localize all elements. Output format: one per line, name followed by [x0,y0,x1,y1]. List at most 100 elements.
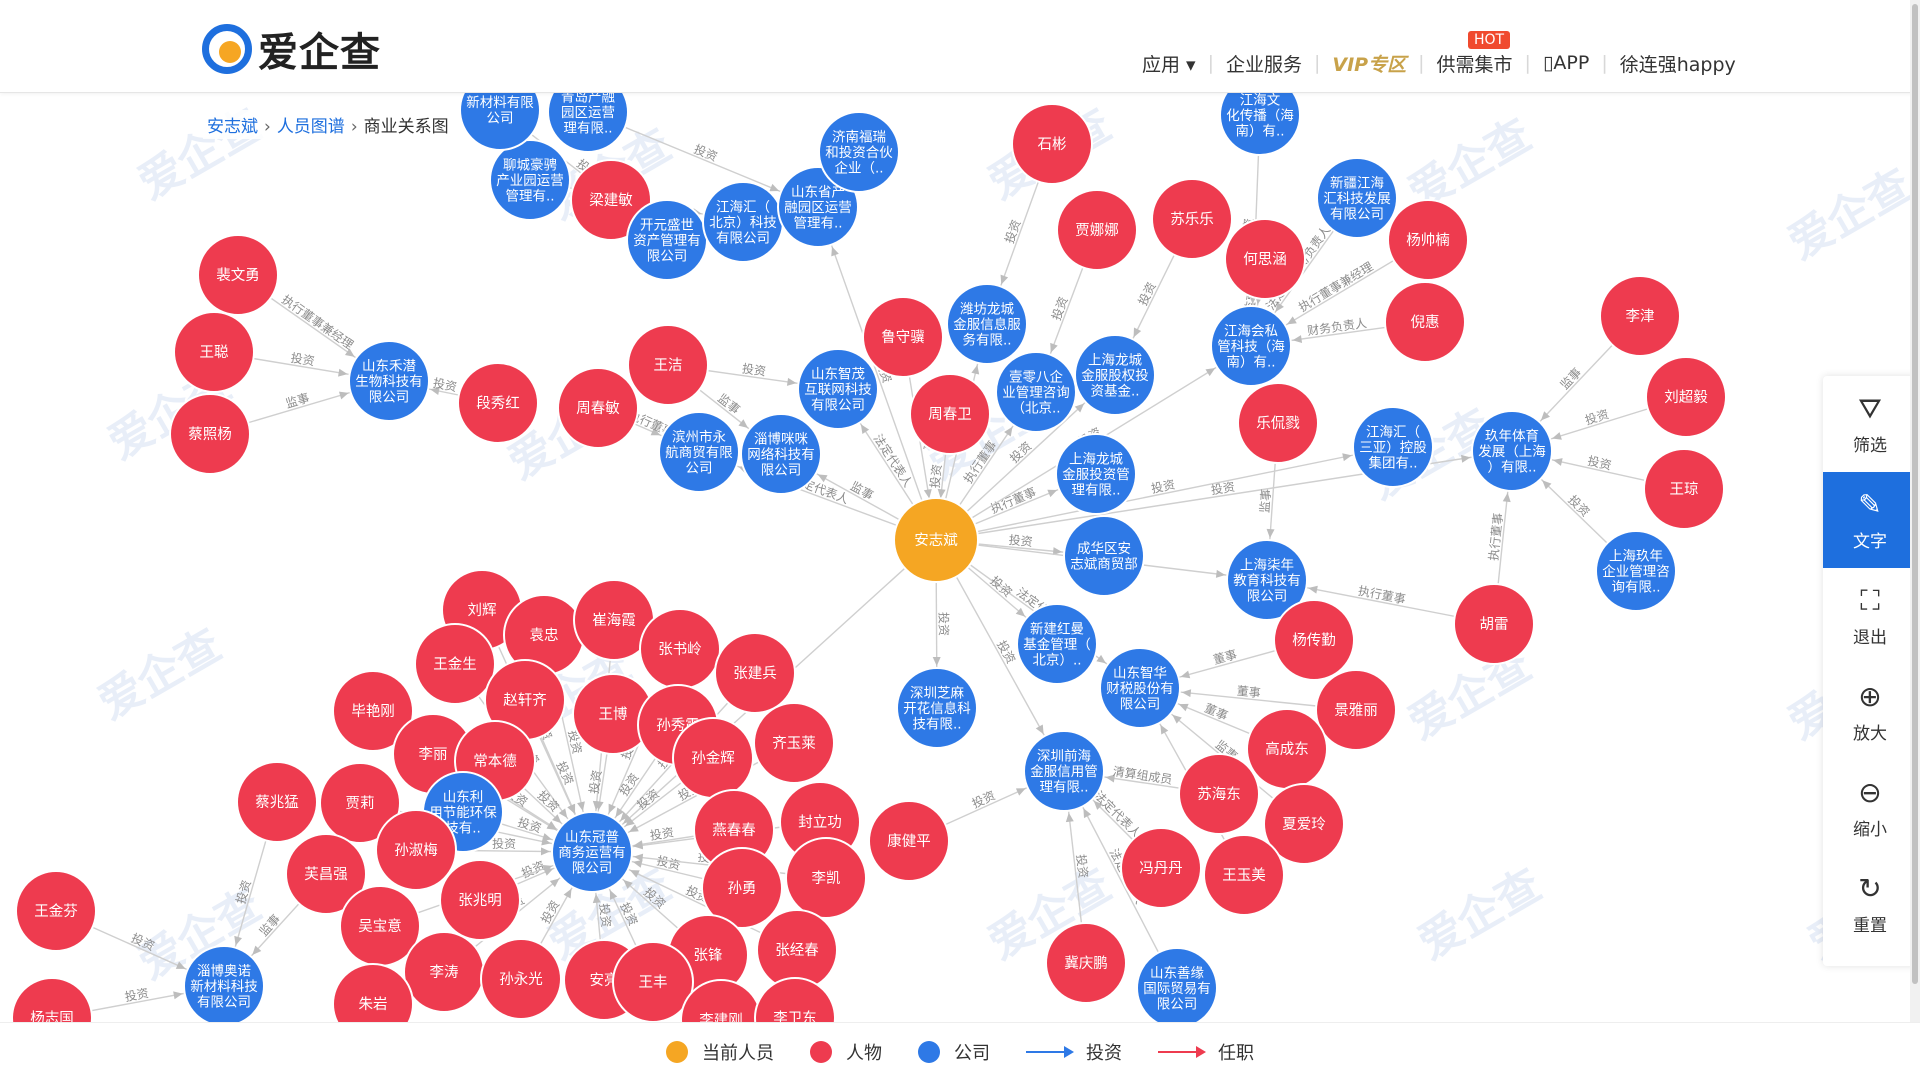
person-node[interactable]: 苏海东 [1178,753,1260,835]
zoom-out-button[interactable]: ⊖ 缩小 [1823,760,1917,856]
person-node[interactable]: 周春卫 [909,373,991,455]
person-node[interactable]: 景雅丽 [1315,669,1397,751]
person-node[interactable]: 贾莉 [319,762,401,844]
node-label: 深圳前海 [1037,747,1091,764]
person-node[interactable]: 刘超毅 [1645,356,1727,438]
person-node[interactable]: 杨传勤 [1273,599,1355,681]
nav-supply-market[interactable]: 供需集市 [1436,53,1513,76]
person-node[interactable]: 王金芬 [15,870,97,952]
nav-app[interactable]: ▯APP [1543,52,1589,74]
person-node[interactable]: 孙勇 [701,847,783,929]
current-person-node[interactable]: 安志斌 [893,497,979,583]
person-node[interactable]: 李津 [1599,275,1681,357]
person-node[interactable]: 王琼 [1643,448,1725,530]
person-node[interactable]: 高成东 [1246,708,1328,790]
person-node[interactable]: 张书岭 [639,608,721,690]
person-node[interactable]: 王金生 [414,623,496,705]
person-node[interactable]: 吴宝意 [339,885,421,967]
person-node[interactable]: 蔡兆猛 [236,761,318,843]
person-node[interactable]: 鲁守骥 [862,296,944,378]
person-node[interactable]: 芙昌强 [285,833,367,915]
person-node[interactable]: 孙永光 [480,938,562,1020]
person-node[interactable]: 蔡照杨 [169,393,251,475]
person-node[interactable]: 齐玉莱 [753,702,835,784]
person-node[interactable]: 李凯 [785,837,867,919]
person-node[interactable]: 石彬 [1011,103,1093,185]
person-node[interactable]: 苏乐乐 [1151,178,1233,260]
person-node[interactable]: 乐侃戮 [1237,382,1319,464]
nav-user-name[interactable]: 徐连强happy [1619,53,1736,76]
edge-label: 法定代表人 [1091,788,1144,841]
person-node[interactable]: 张建兵 [714,632,796,714]
person-node[interactable]: 李涛 [403,931,485,1013]
person-node[interactable]: 冀庆鹏 [1045,922,1127,1004]
nav-apps[interactable]: 应用 ▾ [1142,53,1196,76]
person-node[interactable]: 康健平 [868,800,950,882]
zoom-in-button[interactable]: ⊕ 放大 [1823,664,1917,760]
person-node[interactable]: 何思涵 [1224,218,1306,300]
person-node[interactable]: 夏爱玲 [1263,783,1345,865]
person-node[interactable]: 杨帅楠 [1387,199,1469,281]
person-node[interactable]: 王博 [572,673,654,755]
breadcrumb-person-graph[interactable]: 人员图谱 [276,117,345,137]
nav-enterprise-services[interactable]: 企业服务 [1225,53,1302,76]
person-node[interactable]: 孙金辉 [672,717,754,799]
person-node[interactable]: 贾娜娜 [1056,189,1138,271]
text-toggle-button[interactable]: ✎ 文字 [1823,472,1917,568]
person-node[interactable]: 王聪 [173,311,255,393]
person-node[interactable]: 段秀红 [457,362,539,444]
person-node[interactable]: 赵轩齐 [484,659,566,741]
person-node[interactable]: 王玉美 [1203,834,1285,916]
person-node[interactable]: 倪惠 [1384,281,1466,363]
zoom-out-icon: ⊖ [1858,775,1882,809]
person-node[interactable]: 王丰 [612,941,694,1023]
brand-logo[interactable]: 爱企查 [202,20,381,78]
filter-button[interactable]: ⛛ 筛选 [1823,376,1917,472]
scrollbar-thumb[interactable] [1912,4,1918,984]
person-node[interactable]: 张兆明 [439,859,521,941]
person-node[interactable]: 梁建敏 [570,159,652,241]
exit-fullscreen-button[interactable]: ⛶ 退出 [1823,568,1917,664]
nav-vip-zone[interactable]: VIP专区 [1332,53,1407,76]
person-node[interactable]: 孙淑梅 [375,809,457,891]
breadcrumb-person[interactable]: 安志斌 [207,117,258,137]
reset-button[interactable]: ↻ 重置 [1823,856,1917,952]
node-label: 财税股份有 [1106,681,1174,697]
person-node[interactable]: 冯丹丹 [1120,827,1202,909]
person-node[interactable]: 周春敏 [557,367,639,449]
person-node[interactable]: 胡雷 [1453,583,1535,665]
person-node[interactable]: 王洁 [627,324,709,406]
person-node[interactable]: 裴文勇 [197,234,279,316]
person-node[interactable]: 毕艳刚 [332,670,414,752]
